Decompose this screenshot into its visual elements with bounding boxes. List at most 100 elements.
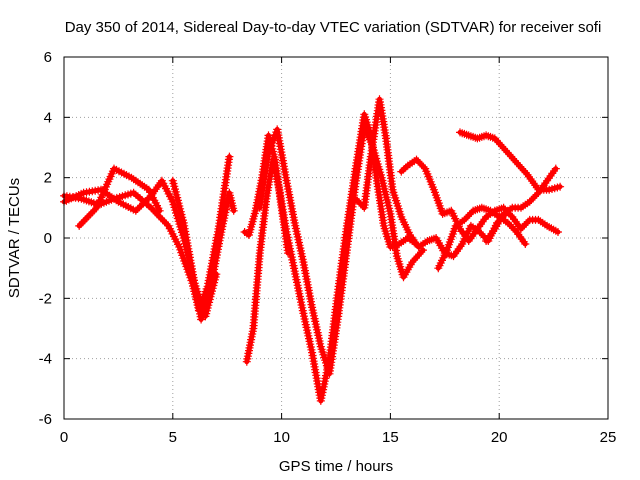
data-point-marker	[521, 240, 530, 248]
data-point-marker	[501, 146, 510, 155]
data-point-marker	[141, 197, 150, 206]
data-point-marker	[554, 228, 562, 236]
data-point-marker	[158, 215, 167, 224]
x-axis-label: GPS time / hours	[279, 458, 393, 475]
y-tick-label: -2	[39, 290, 52, 307]
series-markers-arc-c	[75, 164, 164, 230]
data-point-marker	[417, 161, 426, 169]
data-point-marker	[131, 206, 140, 215]
data-point-marker	[90, 205, 99, 214]
axis-layer: 0 5 10 15 20 25 -6 -4 -2 0 2 4 6	[39, 49, 617, 446]
y-tick-label: 0	[44, 230, 52, 247]
data-point-marker	[514, 160, 523, 169]
y-tick-label: 2	[44, 170, 52, 187]
data-point-marker	[413, 252, 422, 261]
data-point-marker	[510, 226, 519, 235]
data-point-marker	[460, 215, 469, 224]
data-point-marker	[503, 148, 512, 157]
data-point-marker	[523, 217, 532, 226]
series-markers-arc-i	[397, 155, 562, 245]
data-point-marker	[408, 258, 417, 267]
data-point-marker	[147, 203, 155, 212]
y-tick-label: 6	[44, 49, 52, 66]
data-point-marker	[517, 224, 525, 233]
data-point-marker	[518, 223, 527, 232]
data-point-marker	[520, 221, 529, 230]
chart-title: Day 350 of 2014, Sidereal Day-to-day VTE…	[65, 19, 602, 36]
data-point-marker	[496, 140, 505, 149]
data-point-marker	[139, 199, 148, 208]
data-point-marker	[75, 221, 84, 230]
data-point-marker	[353, 196, 362, 205]
data-point-marker	[499, 144, 508, 153]
data-point-marker	[411, 254, 420, 263]
data-point-marker	[419, 162, 428, 171]
data-point-marker	[525, 197, 534, 206]
data-point-marker	[86, 209, 95, 218]
series-markers-arc-j	[456, 128, 565, 194]
y-axis-label: SDTVAR / TECUs	[6, 178, 23, 298]
data-point-marker	[81, 215, 89, 224]
data-point-marker	[155, 206, 164, 215]
data-point-marker	[225, 152, 234, 161]
data-point-marker	[133, 205, 142, 213]
data-point-marker	[494, 138, 503, 147]
x-tick-label: 5	[169, 429, 177, 446]
data-point-marker	[518, 164, 526, 173]
y-tick-label: 4	[44, 109, 52, 126]
data-point-marker	[505, 220, 514, 229]
x-tick-label: 10	[273, 429, 290, 446]
data-point-marker	[351, 194, 360, 203]
data-point-marker	[507, 222, 516, 231]
data-point-marker	[530, 192, 539, 201]
data-point-marker	[498, 142, 507, 151]
series-markers-arc-l	[482, 164, 560, 245]
data-point-marker	[79, 217, 88, 226]
data-point-marker	[415, 250, 424, 259]
x-tick-label: 20	[491, 429, 508, 446]
data-point-marker	[154, 211, 163, 220]
data-point-marker	[477, 229, 486, 238]
data-point-marker	[416, 159, 424, 168]
data-point-marker	[465, 210, 474, 219]
x-tick-label: 25	[600, 429, 617, 446]
data-point-marker	[135, 203, 144, 212]
grid-layer	[64, 57, 608, 419]
data-point-marker	[519, 166, 528, 175]
y-tick-label: -6	[39, 411, 52, 428]
data-point-marker	[77, 219, 86, 228]
data-point-marker	[505, 150, 514, 159]
data-point-marker	[137, 201, 146, 210]
series-markers-arc-g	[255, 122, 427, 378]
x-tick-label: 0	[60, 429, 68, 446]
data-point-marker	[356, 200, 365, 209]
series-markers-arc-a	[60, 152, 234, 315]
series-line-arc-a	[61, 154, 232, 313]
plot-frame	[63, 56, 609, 420]
data-point-marker	[529, 194, 538, 203]
data-point-marker	[162, 219, 171, 228]
data-point-marker	[84, 211, 93, 220]
x-tick-label: 15	[382, 429, 399, 446]
data-point-marker	[160, 217, 169, 226]
data-point-marker	[503, 218, 512, 227]
series-markers-arc-d	[168, 176, 238, 324]
series-markers-arc-h	[351, 95, 510, 261]
data-point-marker	[510, 156, 519, 165]
data-point-marker	[462, 214, 471, 223]
data-point-marker	[522, 219, 531, 228]
data-point-marker	[463, 212, 472, 221]
data-point-marker	[83, 213, 91, 222]
data-point-marker	[527, 196, 536, 204]
data-point-marker	[556, 182, 565, 191]
series-layer	[60, 95, 565, 405]
data-point-marker	[143, 195, 152, 204]
data-point-marker	[414, 157, 423, 166]
data-point-marker	[412, 155, 421, 164]
data-point-marker	[516, 162, 525, 171]
data-point-marker	[551, 164, 560, 173]
data-point-marker	[509, 154, 517, 163]
data-point-marker	[492, 136, 501, 145]
data-point-marker	[156, 213, 165, 222]
